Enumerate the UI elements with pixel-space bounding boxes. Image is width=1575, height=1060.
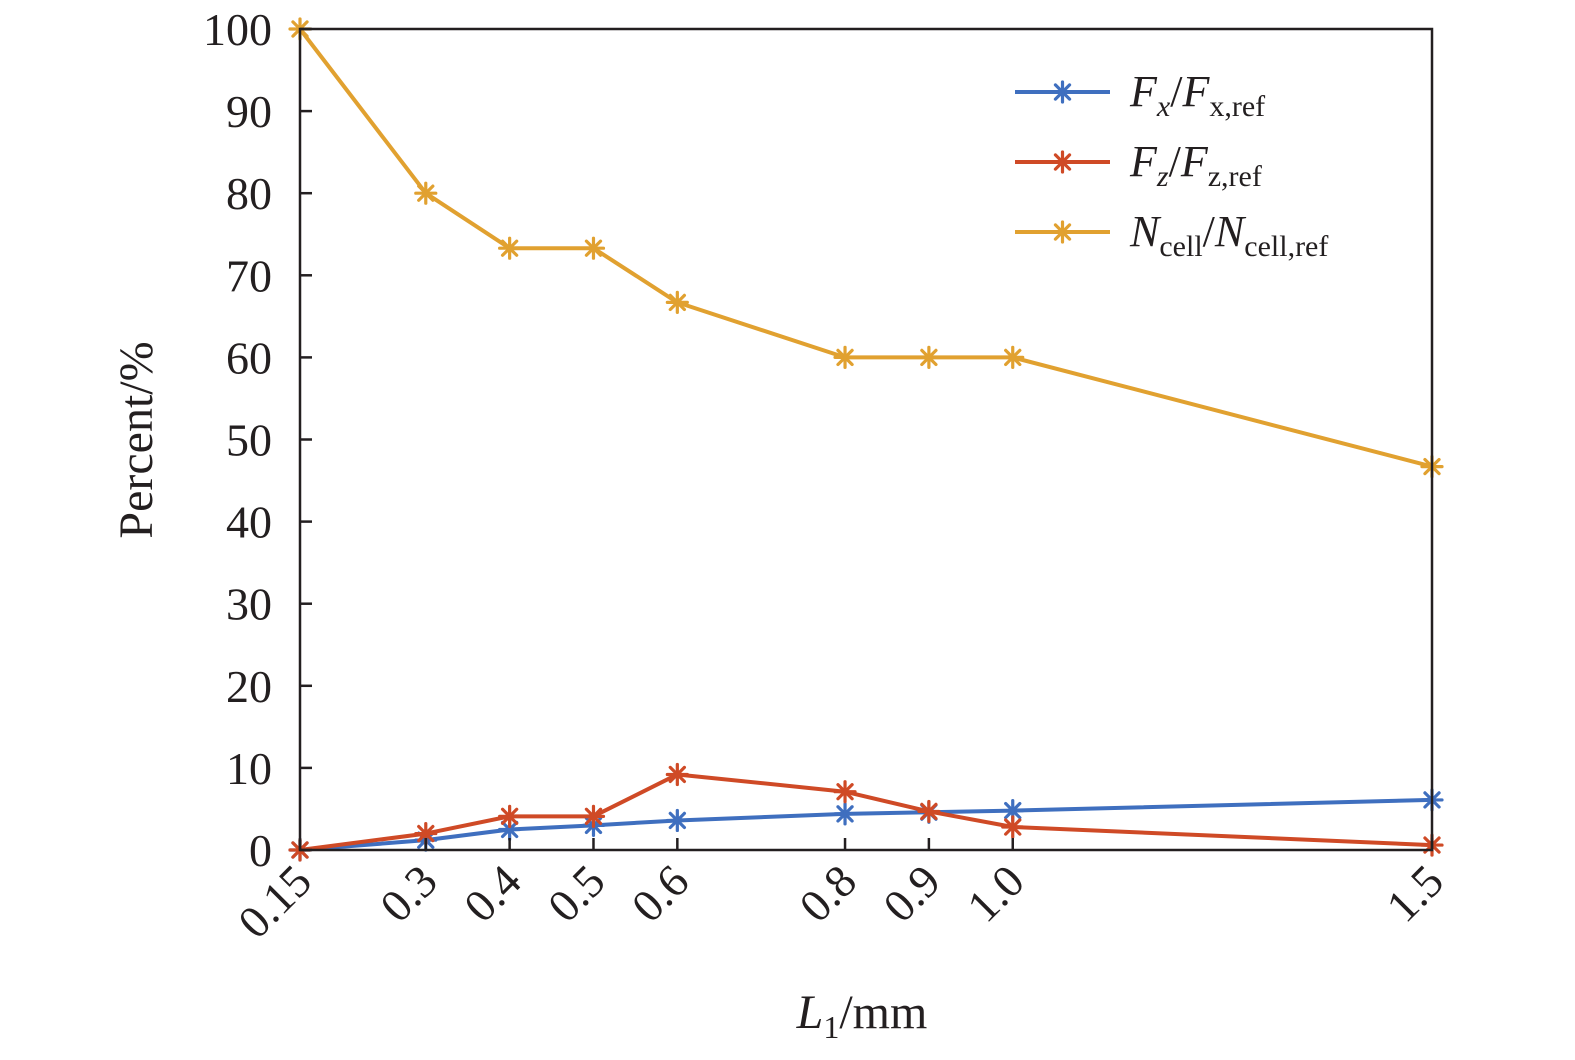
x-tick-label: 0.9 xyxy=(873,855,950,932)
x-tick-label: 0.8 xyxy=(789,855,866,932)
y-axis-ticks: 0 10 20 30 40 50 60 70 80 90 100 xyxy=(203,4,312,876)
y-tick-label: 30 xyxy=(226,579,272,630)
legend-marker xyxy=(1050,220,1075,244)
legend: Fx/Fx,ref Fz/Fz,ref Ncell/Ncell,ref xyxy=(1015,67,1328,263)
data-point xyxy=(581,236,606,260)
data-point xyxy=(498,236,522,260)
legend-marker xyxy=(1050,150,1075,174)
data-point xyxy=(833,780,857,804)
x-tick-label: 1.0 xyxy=(957,855,1034,932)
x-tick-label: 1.5 xyxy=(1376,855,1453,932)
y-tick-label: 10 xyxy=(226,743,272,794)
y-tick-label: 20 xyxy=(226,661,272,712)
y-tick-label: 80 xyxy=(226,168,272,219)
data-point xyxy=(665,290,689,314)
legend-label: Fz/Fz,ref xyxy=(1129,137,1262,193)
legend-marker xyxy=(1050,80,1075,104)
x-axis-title: L1/mm xyxy=(796,986,928,1045)
legend-item: Ncell/Ncell,ref xyxy=(1015,207,1328,263)
data-point xyxy=(1001,798,1025,823)
data-point xyxy=(665,762,689,787)
legend-item: Fx/Fx,ref xyxy=(1015,67,1265,123)
y-tick-label: 90 xyxy=(226,86,272,137)
data-point xyxy=(498,804,522,828)
legend-label: Fx/Fx,ref xyxy=(1129,67,1265,123)
y-tick-label: 40 xyxy=(226,497,272,548)
data-point xyxy=(414,181,438,205)
y-tick-label: 70 xyxy=(226,250,272,301)
series-layer xyxy=(288,17,1444,862)
x-tick-label: 0.5 xyxy=(538,855,615,932)
data-point xyxy=(1001,345,1025,369)
data-point xyxy=(833,345,857,369)
data-point xyxy=(581,804,606,828)
legend-label: Ncell/Ncell,ref xyxy=(1129,207,1328,263)
x-tick-label: 0.15 xyxy=(228,855,321,948)
y-tick-label: 100 xyxy=(203,4,272,55)
y-tick-label: 0 xyxy=(249,825,272,876)
y-axis-title: Percent/% xyxy=(110,341,163,538)
data-point xyxy=(917,345,941,369)
data-point xyxy=(665,808,689,833)
y-tick-label: 60 xyxy=(226,332,272,383)
x-tick-label: 0.4 xyxy=(454,855,531,932)
data-point xyxy=(917,799,941,824)
plot-frame xyxy=(298,27,1434,852)
data-point xyxy=(1001,815,1025,839)
data-point xyxy=(833,802,857,826)
series-3 xyxy=(288,17,1444,479)
x-tick-label: 0.6 xyxy=(622,855,699,932)
x-tick-label: 0.3 xyxy=(370,855,447,932)
y-tick-label: 50 xyxy=(226,415,272,466)
x-axis-ticks: 0.15 0.3 0.4 0.5 0.6 0.8 0.9 1.0 1.5 xyxy=(228,838,1453,948)
legend-item: Fz/Fz,ref xyxy=(1015,137,1262,193)
